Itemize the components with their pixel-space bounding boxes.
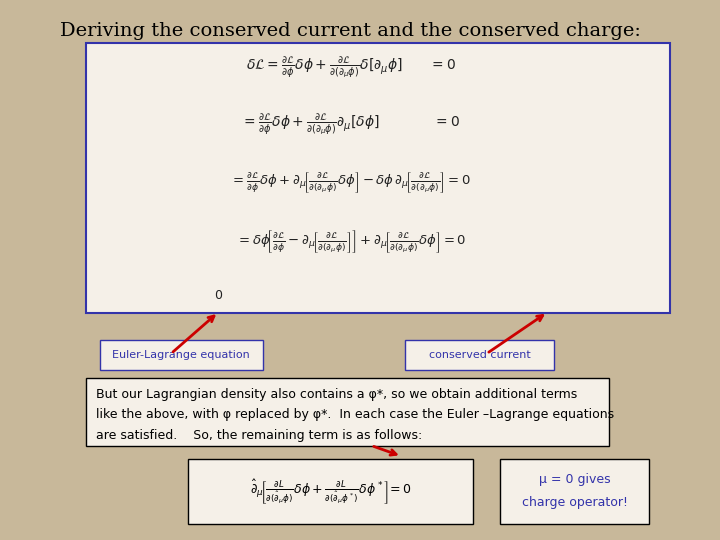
FancyBboxPatch shape: [500, 459, 649, 524]
Text: Deriving the conserved current and the conserved charge:: Deriving the conserved current and the c…: [60, 22, 642, 39]
Text: $= \delta\phi\!\left[\frac{\partial\mathcal{L}}{\partial\phi} - \partial_\mu\!\l: $= \delta\phi\!\left[\frac{\partial\math…: [235, 228, 466, 255]
FancyBboxPatch shape: [99, 340, 263, 370]
FancyBboxPatch shape: [188, 459, 473, 524]
Text: $\hat{\partial}_{\mu}\!\left[\frac{\partial L}{\partial(\hat{\partial}_{\mu}\phi: $\hat{\partial}_{\mu}\!\left[\frac{\part…: [250, 477, 411, 506]
FancyBboxPatch shape: [86, 378, 608, 446]
Text: But our Lagrangian density also contains a φ*, so we obtain additional terms: But our Lagrangian density also contains…: [96, 388, 577, 401]
Text: charge operator!: charge operator!: [522, 496, 628, 509]
Text: $= \frac{\partial\mathcal{L}}{\partial\phi}\delta\phi + \partial_\mu\!\left[\fra: $= \frac{\partial\mathcal{L}}{\partial\p…: [230, 170, 471, 195]
Text: $= \frac{\partial\mathcal{L}}{\partial\phi}\delta\phi + \frac{\partial\mathcal{L: $= \frac{\partial\mathcal{L}}{\partial\p…: [241, 112, 460, 137]
FancyBboxPatch shape: [86, 43, 670, 313]
Text: $\delta\mathcal{L} = \frac{\partial\mathcal{L}}{\partial\phi}\delta\phi + \frac{: $\delta\mathcal{L} = \frac{\partial\math…: [246, 55, 456, 80]
Text: are satisfied.    So, the remaining term is as follows:: are satisfied. So, the remaining term is…: [96, 429, 423, 442]
FancyBboxPatch shape: [405, 340, 554, 370]
Text: like the above, with φ replaced by φ*.  In each case the Euler –Lagrange equatio: like the above, with φ replaced by φ*. I…: [96, 408, 614, 421]
Text: Euler-Lagrange equation: Euler-Lagrange equation: [112, 350, 250, 360]
Text: $0$: $0$: [214, 289, 223, 302]
Text: conserved current: conserved current: [429, 350, 531, 360]
Text: μ = 0 gives: μ = 0 gives: [539, 473, 611, 486]
